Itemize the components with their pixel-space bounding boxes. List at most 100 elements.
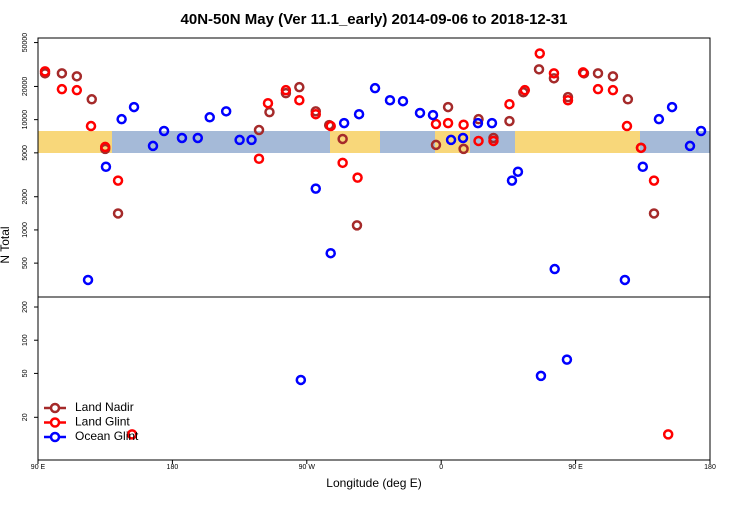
point: [126, 429, 138, 440]
point: [648, 175, 660, 186]
y-tick-label: 50000: [22, 33, 29, 53]
point: [294, 94, 305, 106]
y-tick-label: 500: [22, 257, 29, 269]
point: [253, 124, 265, 136]
y-tick-label: 10000: [22, 110, 29, 130]
point: [442, 101, 454, 113]
point: [506, 175, 518, 186]
point: [325, 120, 336, 132]
y-tick-label: 2000: [22, 189, 29, 205]
point: [280, 84, 292, 96]
point: [486, 117, 498, 129]
point: [99, 141, 111, 153]
y-tick-label: 1000: [22, 222, 29, 238]
point: [662, 429, 674, 440]
x-tick-label: 90 E: [568, 464, 583, 471]
point: [512, 166, 524, 177]
point: [253, 153, 265, 165]
point: [637, 161, 649, 173]
y-tick-label: 5000: [22, 145, 29, 161]
point: [561, 354, 573, 365]
point: [473, 135, 484, 147]
point: [86, 94, 98, 105]
point: [112, 208, 124, 219]
point: [549, 263, 560, 275]
point: [246, 134, 257, 146]
point: [458, 143, 469, 155]
point: [666, 101, 678, 113]
point: [695, 125, 707, 137]
point: [325, 247, 336, 259]
point: [56, 83, 68, 95]
point: [430, 139, 442, 151]
point: [607, 71, 619, 82]
point: [71, 84, 83, 96]
point: [353, 108, 365, 120]
legend-label: Land Nadir: [75, 400, 134, 414]
point: [351, 220, 363, 231]
point: [220, 106, 232, 117]
y-axis-label: N Total: [0, 226, 12, 263]
point: [310, 108, 322, 120]
y-tick-label: 20000: [22, 77, 29, 97]
point: [548, 73, 560, 84]
legend-marker: [49, 431, 61, 443]
point: [430, 118, 442, 130]
point: [684, 140, 696, 152]
legend-marker: [49, 417, 61, 428]
point: [337, 133, 348, 145]
point: [71, 71, 83, 82]
point: [504, 115, 515, 127]
point: [607, 84, 619, 96]
x-tick-label: 180: [704, 464, 716, 471]
x-axis-label: Longitude (deg E): [326, 476, 421, 490]
point: [445, 134, 457, 146]
point: [622, 94, 634, 105]
point: [176, 132, 188, 144]
point: [262, 97, 274, 109]
point: [234, 134, 245, 146]
point: [384, 94, 396, 106]
point: [653, 113, 665, 125]
point: [352, 172, 363, 183]
point: [457, 132, 469, 144]
point: [635, 142, 647, 154]
y-tick-label: 20: [22, 413, 29, 421]
x-tick-label: 0: [439, 464, 443, 471]
point: [548, 68, 560, 79]
point: [158, 125, 170, 137]
point: [397, 95, 409, 107]
point: [414, 107, 426, 119]
point: [533, 64, 545, 75]
point: [56, 68, 68, 79]
legend-label: Ocean Glint: [75, 429, 139, 443]
point: [519, 84, 531, 96]
x-tick-label: 180: [167, 464, 179, 471]
point: [442, 117, 454, 129]
point: [621, 120, 633, 132]
chart-title: 40N-50N May (Ver 11.1_early) 2014-09-06 …: [181, 11, 568, 28]
x-tick-label: 90 W: [299, 464, 316, 471]
point: [534, 48, 546, 59]
y-tick-label: 200: [22, 301, 29, 313]
point: [264, 106, 275, 118]
point: [535, 370, 547, 382]
point: [488, 135, 499, 147]
point: [504, 98, 515, 110]
point: [147, 140, 159, 152]
point: [562, 94, 574, 106]
y-tick-label: 50: [22, 369, 29, 377]
point: [128, 101, 140, 113]
point: [369, 82, 381, 94]
point: [310, 183, 322, 194]
point: [338, 117, 350, 129]
point: [116, 113, 127, 125]
legend-label: Land Glint: [75, 415, 130, 429]
point: [619, 274, 631, 286]
point: [577, 67, 589, 78]
x-tick-label: 90 E: [31, 464, 46, 471]
point: [192, 132, 204, 144]
y-tick-label: 100: [22, 334, 29, 346]
point: [204, 112, 215, 123]
